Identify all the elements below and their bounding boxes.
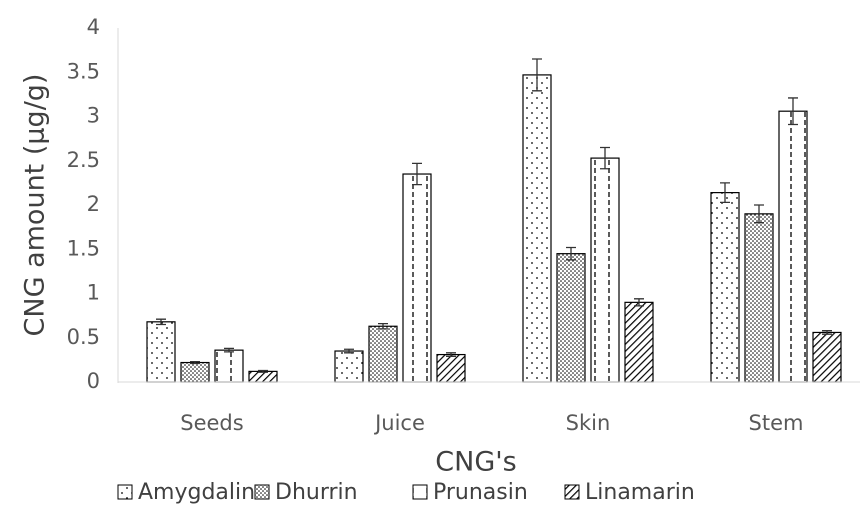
legend-label: Dhurrin [275,480,358,505]
y-axis-label: CNG amount (μg/g) [20,74,51,337]
bar [214,349,244,383]
bar [624,301,654,383]
error-bar [224,347,234,353]
bar [368,325,398,383]
error-bar [754,204,764,224]
bar [778,110,808,383]
error-bar [412,162,422,186]
error-bar [566,246,576,261]
y-tick-label: 0.5 [67,325,100,349]
y-tick-label: 4 [87,15,100,39]
bar [556,253,586,383]
bar [334,350,364,383]
bar [590,157,620,383]
y-tick-label: 3.5 [67,59,100,83]
x-axis-label: CNG's [435,447,516,478]
legend-swatch [412,484,428,500]
error-bar [344,348,354,354]
error-bar [634,298,644,307]
legend-label: Prunasin [433,480,528,505]
x-tick-label: Juice [373,411,425,435]
bar [522,74,552,383]
bar [436,353,466,383]
error-bar [190,360,200,365]
x-tick-label: Seeds [180,411,243,435]
y-tick-label: 0 [87,369,100,393]
error-bar [720,182,730,203]
bar [146,321,176,383]
error-bar [446,352,456,357]
y-tick-label: 1.5 [67,236,100,260]
y-tick-label: 2.5 [67,148,100,172]
x-tick-label: Skin [566,411,611,435]
x-tick-label: Stem [749,411,804,435]
legend-swatch [254,484,270,500]
error-bar [532,58,542,92]
y-tick-label: 1 [87,281,100,305]
y-tick-label: 3 [87,104,100,128]
bar [744,213,774,383]
y-tick-label: 2 [87,192,100,216]
legend-label: Linamarin [585,480,695,505]
error-bar [378,322,388,330]
error-bar [822,330,832,335]
legend-label: Amygdalin [138,480,255,505]
legend-swatch [564,484,580,500]
bar [402,173,432,383]
error-bar [788,97,798,126]
bar [180,361,210,383]
bar [710,192,740,383]
legend-swatch [117,484,133,500]
error-bar [156,318,166,326]
bar [248,370,278,383]
error-bar [600,146,610,170]
error-bar [258,369,268,373]
bar [812,331,842,383]
